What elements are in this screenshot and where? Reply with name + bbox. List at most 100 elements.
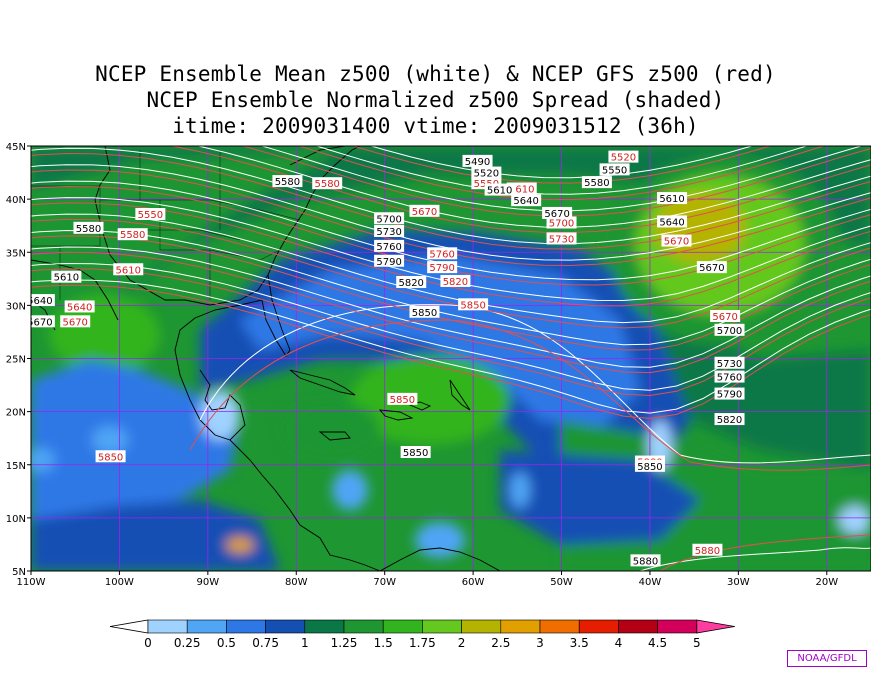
colorbar-segment	[265, 619, 306, 634]
svg-text:5700: 5700	[549, 219, 574, 230]
ens-mean-contour	[260, 146, 863, 212]
gfs-contour	[31, 251, 871, 374]
colorbar-tick-label: 0	[144, 636, 152, 650]
lat-tick-label: 20N	[6, 408, 26, 419]
svg-text:5490: 5490	[465, 157, 490, 168]
colorbar-tick-label: 0.25	[174, 636, 201, 650]
colorbar-segment	[657, 619, 698, 634]
gfs-contour	[240, 146, 871, 217]
ens-mean-contour-label: 5820	[396, 276, 427, 289]
colorbar-segment	[186, 619, 227, 634]
ens-mean-contour-5850	[199, 304, 871, 464]
ens-mean-contour-label: 5880	[630, 554, 661, 567]
colorbar-tick-label: 4.5	[648, 636, 667, 650]
state-borders	[31, 150, 301, 300]
ens-mean-contour-label: 5640	[657, 215, 688, 228]
svg-text:5670: 5670	[712, 312, 737, 323]
spread-shading	[31, 146, 871, 571]
gfs-contour-label: 5580	[117, 228, 148, 241]
svg-text:5850: 5850	[403, 448, 428, 459]
lat-tick-label: 35N	[6, 248, 26, 259]
ens-mean-contour	[369, 146, 754, 179]
ens-mean-contour-label: 5640	[31, 294, 55, 307]
credit-label: NOAA/GFDL	[787, 650, 867, 667]
gfs-contour-5850	[189, 319, 871, 471]
ens-mean-contour-label: 5850	[400, 446, 431, 459]
svg-text:5850: 5850	[637, 462, 662, 473]
ens-mean-contour-label: 5670	[31, 315, 55, 328]
lon-tick-label: 90W	[197, 577, 220, 588]
svg-text:5670: 5670	[412, 207, 437, 218]
svg-text:5700: 5700	[376, 214, 401, 225]
colorbar-segment	[147, 619, 188, 634]
colorbar-segment	[578, 619, 619, 634]
lat-tick-label: 5N	[12, 567, 26, 578]
colorbar-tick-label: 1.25	[331, 636, 358, 650]
lat-tick-label: 40N	[6, 195, 26, 206]
gfs-contour-label: 5880	[692, 543, 723, 557]
colorbar-max-arrow	[696, 619, 735, 634]
svg-text:5760: 5760	[376, 242, 401, 253]
gfs-contour	[31, 218, 871, 329]
svg-text:5790: 5790	[429, 263, 454, 274]
colorbar-tick-label: 5	[693, 636, 701, 650]
svg-text:5640: 5640	[67, 302, 92, 313]
gfs-contour-label: 5790	[427, 261, 458, 274]
ens-mean-contour-label: 5760	[374, 239, 405, 253]
ens-mean-contour-label: 5610	[484, 183, 515, 197]
gfs-contour-label: 5640	[64, 300, 95, 313]
colorbar-segment	[500, 619, 541, 634]
ens-mean-contour-label: 5610	[657, 192, 688, 205]
gfs-contour-label: 5550	[135, 208, 166, 221]
ens-mean-contour-label: 5640	[511, 194, 542, 207]
svg-text:5610: 5610	[116, 265, 141, 276]
colorbar-tick-label: 3	[536, 636, 544, 650]
svg-text:5580: 5580	[314, 179, 339, 190]
gfs-contour-label: 5670	[60, 315, 91, 328]
colorbar-segment	[422, 619, 462, 634]
gfs-contour-label: 5670	[409, 204, 440, 218]
ens-mean-contour-label: 5670	[696, 261, 727, 274]
gfs-contour-label: 5850	[95, 450, 126, 463]
svg-text:5700: 5700	[717, 326, 742, 337]
ens-mean-contour	[315, 146, 809, 195]
svg-text:5520: 5520	[474, 169, 499, 180]
svg-text:5850: 5850	[460, 300, 485, 311]
lon-tick-label: 80W	[285, 577, 308, 588]
lon-tick-label: 60W	[462, 577, 485, 588]
title-line-2: NCEP Ensemble Normalized z500 Spread (sh…	[146, 88, 725, 112]
gfs-contour-5880	[659, 534, 871, 571]
svg-text:5670: 5670	[544, 209, 569, 220]
svg-text:5580: 5580	[120, 230, 145, 241]
svg-text:5580: 5580	[275, 177, 300, 188]
svg-text:5850: 5850	[412, 308, 437, 319]
ens-mean-contour-label: 5700	[714, 323, 745, 337]
gfs-contour	[351, 146, 772, 184]
gfs-contour	[168, 146, 871, 234]
ens-mean-contour-label: 5820	[714, 413, 745, 426]
gfs-contour-label: 5850	[387, 392, 418, 406]
gfs-contour	[297, 146, 826, 201]
svg-text:5880: 5880	[633, 556, 658, 567]
contour-labels: 5580555055805610564056705670570057305760…	[31, 150, 745, 567]
svg-text:5730: 5730	[717, 359, 742, 370]
colorbar-segment	[618, 619, 658, 634]
colorbar-tick-label: 1	[301, 636, 309, 650]
colorbar-tick-label: 0.5	[217, 636, 236, 650]
lat-tick-label: 10N	[6, 514, 26, 525]
colorbar-tick-label: 1.5	[374, 636, 393, 650]
ens-mean-contour	[31, 229, 871, 346]
svg-text:5550: 5550	[602, 165, 627, 176]
svg-text:5820: 5820	[443, 277, 468, 288]
title-line-3: itime: 2009031400 vtime: 2009031512 (36h…	[172, 114, 699, 138]
ens-mean-contour-label: 5580	[272, 175, 303, 188]
colorbar-segment	[461, 619, 502, 634]
lon-tick-label: 40W	[639, 577, 662, 588]
colorbar-tick-label: 0.75	[252, 636, 279, 650]
ens-mean-contour	[31, 213, 871, 324]
ens-mean-contour-label: 5490	[462, 154, 493, 168]
gfs-contour-label: 5610	[113, 263, 144, 276]
colorbar-segment	[226, 619, 266, 634]
lat-tick-label: 45N	[6, 142, 26, 153]
ens-mean-contour	[31, 262, 871, 391]
